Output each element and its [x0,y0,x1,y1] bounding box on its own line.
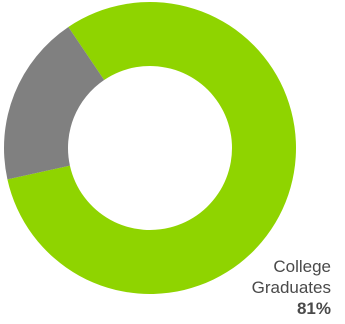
donut-slice-2 [4,26,105,180]
label-line-1: College [273,257,331,276]
label-percent: 81% [296,299,331,318]
donut-slice-1 [7,1,296,294]
college-graduates-label: College Graduates 81% [252,256,331,319]
label-line-2: Graduates [251,278,331,297]
